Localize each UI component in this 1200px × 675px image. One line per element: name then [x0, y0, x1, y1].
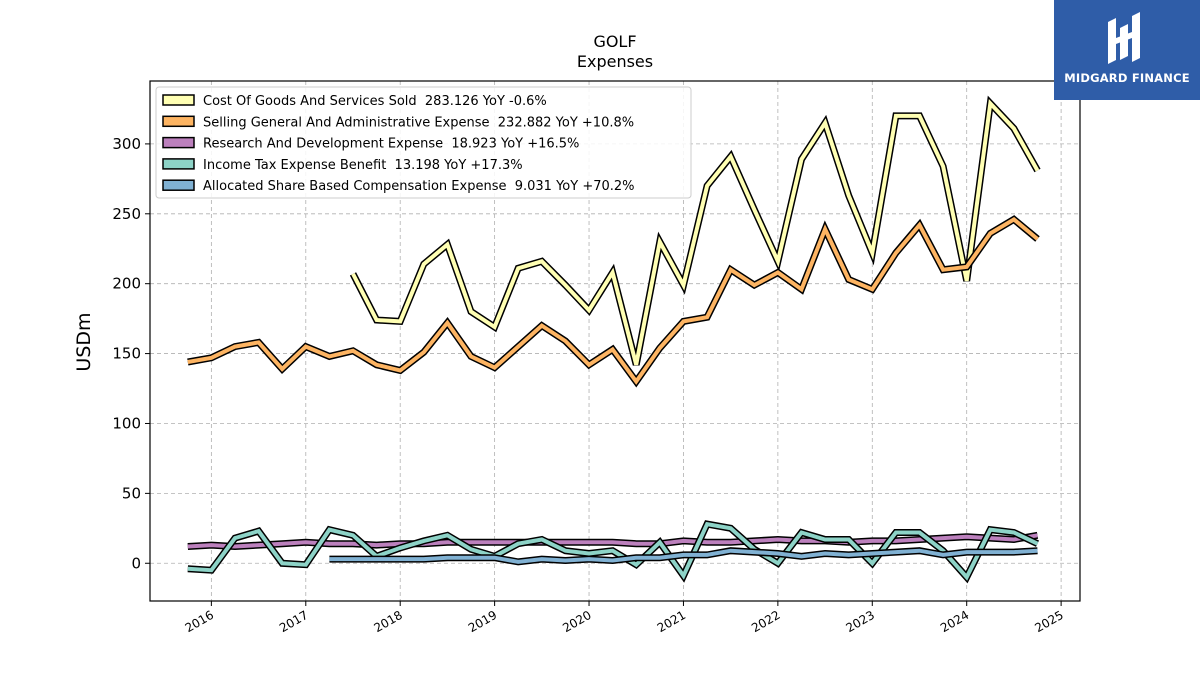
legend-box [155, 86, 692, 199]
legend: Cost Of Goods And Services Sold 283.126 … [155, 86, 692, 199]
series-line-3 [187, 521, 1039, 581]
x-tick-label: 2017 [277, 608, 310, 635]
y-tick-label: 150 [112, 345, 141, 363]
x-tick-label: 2022 [749, 608, 782, 635]
midgard-logo-icon [1108, 12, 1140, 64]
series-layer [187, 95, 1041, 584]
y-tick-label: 300 [112, 135, 141, 153]
brand-name: MIDGARD FINANCE [1064, 71, 1190, 85]
series-line-1 [187, 216, 1039, 385]
legend-swatch-2 [162, 136, 195, 149]
legend-swatch-3 [162, 158, 195, 170]
series-line-2 [187, 533, 1038, 549]
legend-entry-4: Allocated Share Based Compensation Expen… [203, 179, 635, 194]
x-tick-label: 2021 [655, 608, 688, 635]
legend-entry-0: Cost Of Goods And Services Sold 283.126 … [203, 94, 547, 109]
chart-subtitle: Expenses [577, 52, 653, 71]
x-axis: 2016 2017 2018 2019 2020 2021 2022 2023 2024 2025 [183, 601, 1066, 635]
y-tick-label: 200 [112, 275, 141, 293]
y-axis-label: USDm [73, 312, 95, 371]
y-tick-label: 100 [112, 414, 141, 432]
series-line-4 [329, 548, 1038, 564]
y-tick-label: 250 [112, 205, 141, 223]
series-line-outline-1 [187, 215, 1040, 388]
x-tick-label: 2020 [560, 608, 593, 635]
y-tick-label: 0 [131, 554, 141, 572]
legend-swatch-0 [162, 94, 195, 106]
x-tick-label: 2025 [1032, 608, 1065, 635]
x-tick-label: 2016 [183, 608, 216, 635]
legend-entry-1: Selling General And Administrative Expen… [203, 115, 634, 130]
x-tick-label: 2023 [844, 608, 877, 635]
legend-swatch-4 [162, 179, 195, 191]
legend-entry-3: Income Tax Expense Benefit 13.198 YoY +1… [203, 158, 523, 173]
y-tick-label: 50 [122, 484, 141, 502]
brand-logo: MIDGARD FINANCE [1054, 0, 1200, 100]
chart-title: GOLF [593, 32, 636, 51]
y-axis: 0 50 100 150 200 250 300 [112, 135, 150, 572]
plot-frame [149, 80, 1081, 602]
legend-entry-2: Research And Development Expense 18.923 … [203, 137, 579, 152]
x-tick-label: 2024 [938, 608, 971, 635]
x-tick-label: 2019 [466, 608, 499, 635]
series-line-0 [351, 98, 1040, 366]
x-tick-label: 2018 [371, 608, 404, 635]
legend-swatch-1 [162, 115, 195, 128]
